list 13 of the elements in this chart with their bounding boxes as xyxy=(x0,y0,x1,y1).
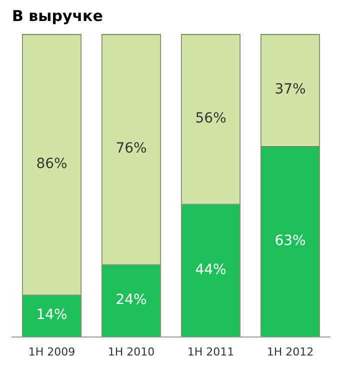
data-label: 24% xyxy=(116,292,147,308)
data-label: 86% xyxy=(36,156,68,172)
x-tick-label: 1H 2010 xyxy=(108,345,155,358)
data-label: 56% xyxy=(195,110,226,126)
x-tick-label: 1H 2011 xyxy=(187,345,234,358)
data-label: 63% xyxy=(274,233,306,250)
x-tick-label: 1H 2009 xyxy=(28,345,76,358)
x-tick-label: 1H 2012 xyxy=(266,345,314,358)
chart-title: В выручке xyxy=(12,6,103,25)
data-label: 44% xyxy=(195,262,226,278)
data-label: 14% xyxy=(36,307,68,324)
data-label: 76% xyxy=(116,140,147,157)
data-label: 37% xyxy=(274,82,306,98)
